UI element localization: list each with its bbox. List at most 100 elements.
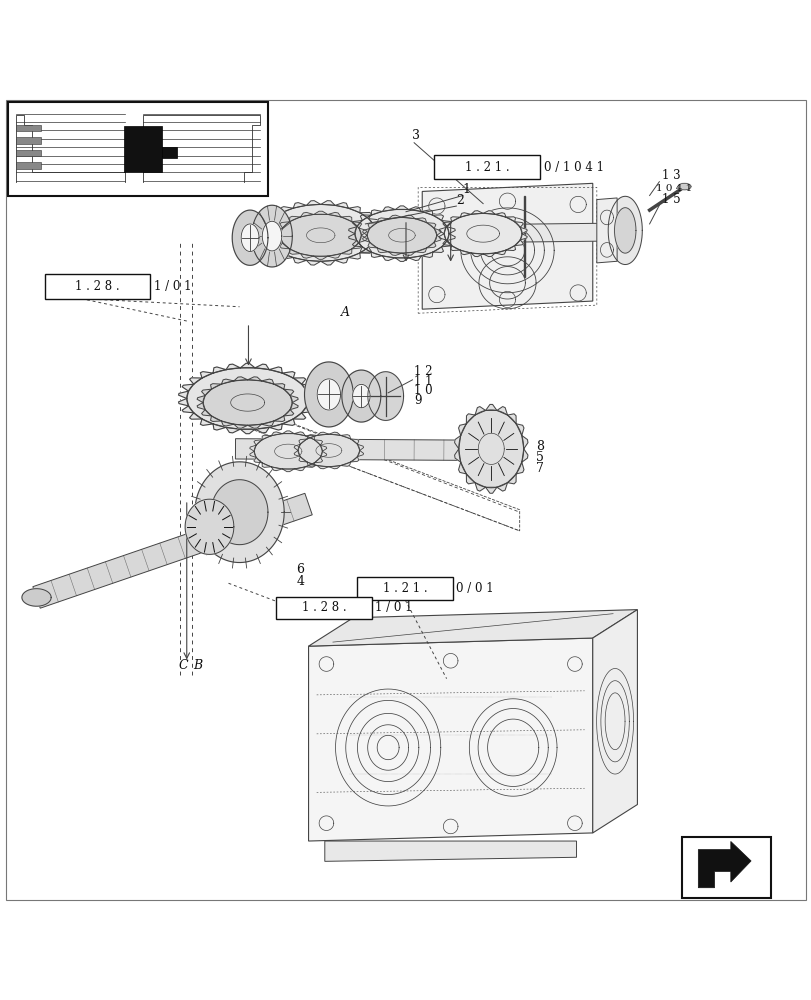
Polygon shape (368, 219, 379, 225)
Polygon shape (294, 432, 305, 436)
Polygon shape (367, 242, 377, 248)
Polygon shape (357, 450, 363, 457)
Polygon shape (421, 210, 432, 215)
Text: 8: 8 (535, 440, 543, 453)
Bar (124, 126, 161, 172)
Text: 1 5: 1 5 (661, 193, 680, 206)
Polygon shape (293, 378, 306, 384)
Polygon shape (432, 215, 443, 220)
Text: 1 / 0 1: 1 / 0 1 (375, 601, 412, 614)
Polygon shape (307, 435, 316, 439)
Polygon shape (377, 248, 388, 253)
Polygon shape (348, 227, 356, 234)
Polygon shape (201, 410, 212, 416)
Polygon shape (470, 253, 483, 257)
Polygon shape (408, 207, 421, 212)
Text: 3: 3 (412, 129, 420, 142)
Polygon shape (300, 254, 313, 258)
Polygon shape (269, 247, 281, 253)
Polygon shape (523, 196, 525, 277)
Polygon shape (358, 235, 366, 243)
Polygon shape (374, 233, 383, 240)
Polygon shape (341, 435, 350, 439)
Polygon shape (505, 217, 515, 222)
Polygon shape (255, 427, 269, 433)
Polygon shape (280, 243, 290, 249)
Polygon shape (352, 220, 362, 227)
Polygon shape (442, 240, 451, 246)
Polygon shape (273, 384, 285, 389)
Polygon shape (265, 204, 375, 261)
Polygon shape (258, 233, 267, 240)
Polygon shape (262, 435, 271, 440)
Polygon shape (261, 379, 273, 384)
Polygon shape (414, 248, 426, 253)
Polygon shape (210, 416, 221, 421)
Polygon shape (460, 250, 470, 255)
Polygon shape (301, 406, 313, 413)
Text: 2: 2 (456, 194, 464, 207)
Polygon shape (368, 240, 379, 247)
Polygon shape (371, 252, 382, 257)
Polygon shape (189, 378, 202, 384)
Polygon shape (341, 370, 380, 422)
Polygon shape (187, 368, 308, 429)
Polygon shape (308, 610, 637, 646)
Polygon shape (454, 449, 460, 462)
Polygon shape (290, 249, 300, 254)
Polygon shape (395, 206, 408, 210)
Polygon shape (290, 216, 300, 222)
Polygon shape (298, 457, 307, 462)
Polygon shape (178, 398, 188, 406)
Polygon shape (348, 253, 360, 259)
Polygon shape (485, 487, 496, 493)
Polygon shape (328, 465, 341, 469)
Text: 1 . 2 8 .: 1 . 2 8 . (302, 601, 345, 614)
Polygon shape (307, 398, 316, 406)
Polygon shape (201, 389, 212, 396)
Polygon shape (401, 252, 414, 255)
Text: 0 / 1 0 4 1: 0 / 1 0 4 1 (543, 161, 603, 174)
Polygon shape (382, 256, 395, 261)
Polygon shape (308, 638, 592, 841)
Polygon shape (677, 183, 690, 190)
Polygon shape (262, 240, 272, 247)
Polygon shape (32, 493, 312, 608)
Polygon shape (458, 410, 523, 488)
Polygon shape (414, 218, 426, 223)
Polygon shape (422, 183, 592, 309)
Polygon shape (341, 249, 351, 254)
Polygon shape (516, 462, 523, 474)
Polygon shape (254, 457, 262, 463)
Polygon shape (441, 220, 451, 227)
Polygon shape (200, 419, 212, 425)
Polygon shape (307, 391, 316, 398)
Polygon shape (305, 463, 314, 467)
Polygon shape (320, 260, 335, 265)
Polygon shape (360, 247, 371, 252)
Polygon shape (352, 241, 362, 247)
Polygon shape (200, 372, 212, 378)
Polygon shape (305, 435, 314, 440)
Polygon shape (22, 589, 51, 606)
Polygon shape (283, 410, 294, 416)
Polygon shape (232, 210, 268, 265)
Polygon shape (359, 212, 371, 219)
Polygon shape (293, 413, 306, 419)
Polygon shape (367, 217, 436, 253)
Polygon shape (439, 227, 445, 234)
Polygon shape (521, 436, 527, 449)
Polygon shape (320, 201, 335, 205)
Polygon shape (275, 235, 282, 243)
Polygon shape (320, 445, 326, 451)
Polygon shape (282, 469, 294, 472)
Polygon shape (421, 252, 432, 257)
Polygon shape (460, 213, 470, 217)
Polygon shape (341, 216, 351, 222)
Polygon shape (293, 203, 306, 208)
Text: 1 . 2 1 .: 1 . 2 1 . (383, 582, 427, 595)
Polygon shape (358, 228, 366, 235)
Polygon shape (281, 207, 293, 213)
Polygon shape (294, 467, 305, 471)
Bar (8, 102, 268, 196)
